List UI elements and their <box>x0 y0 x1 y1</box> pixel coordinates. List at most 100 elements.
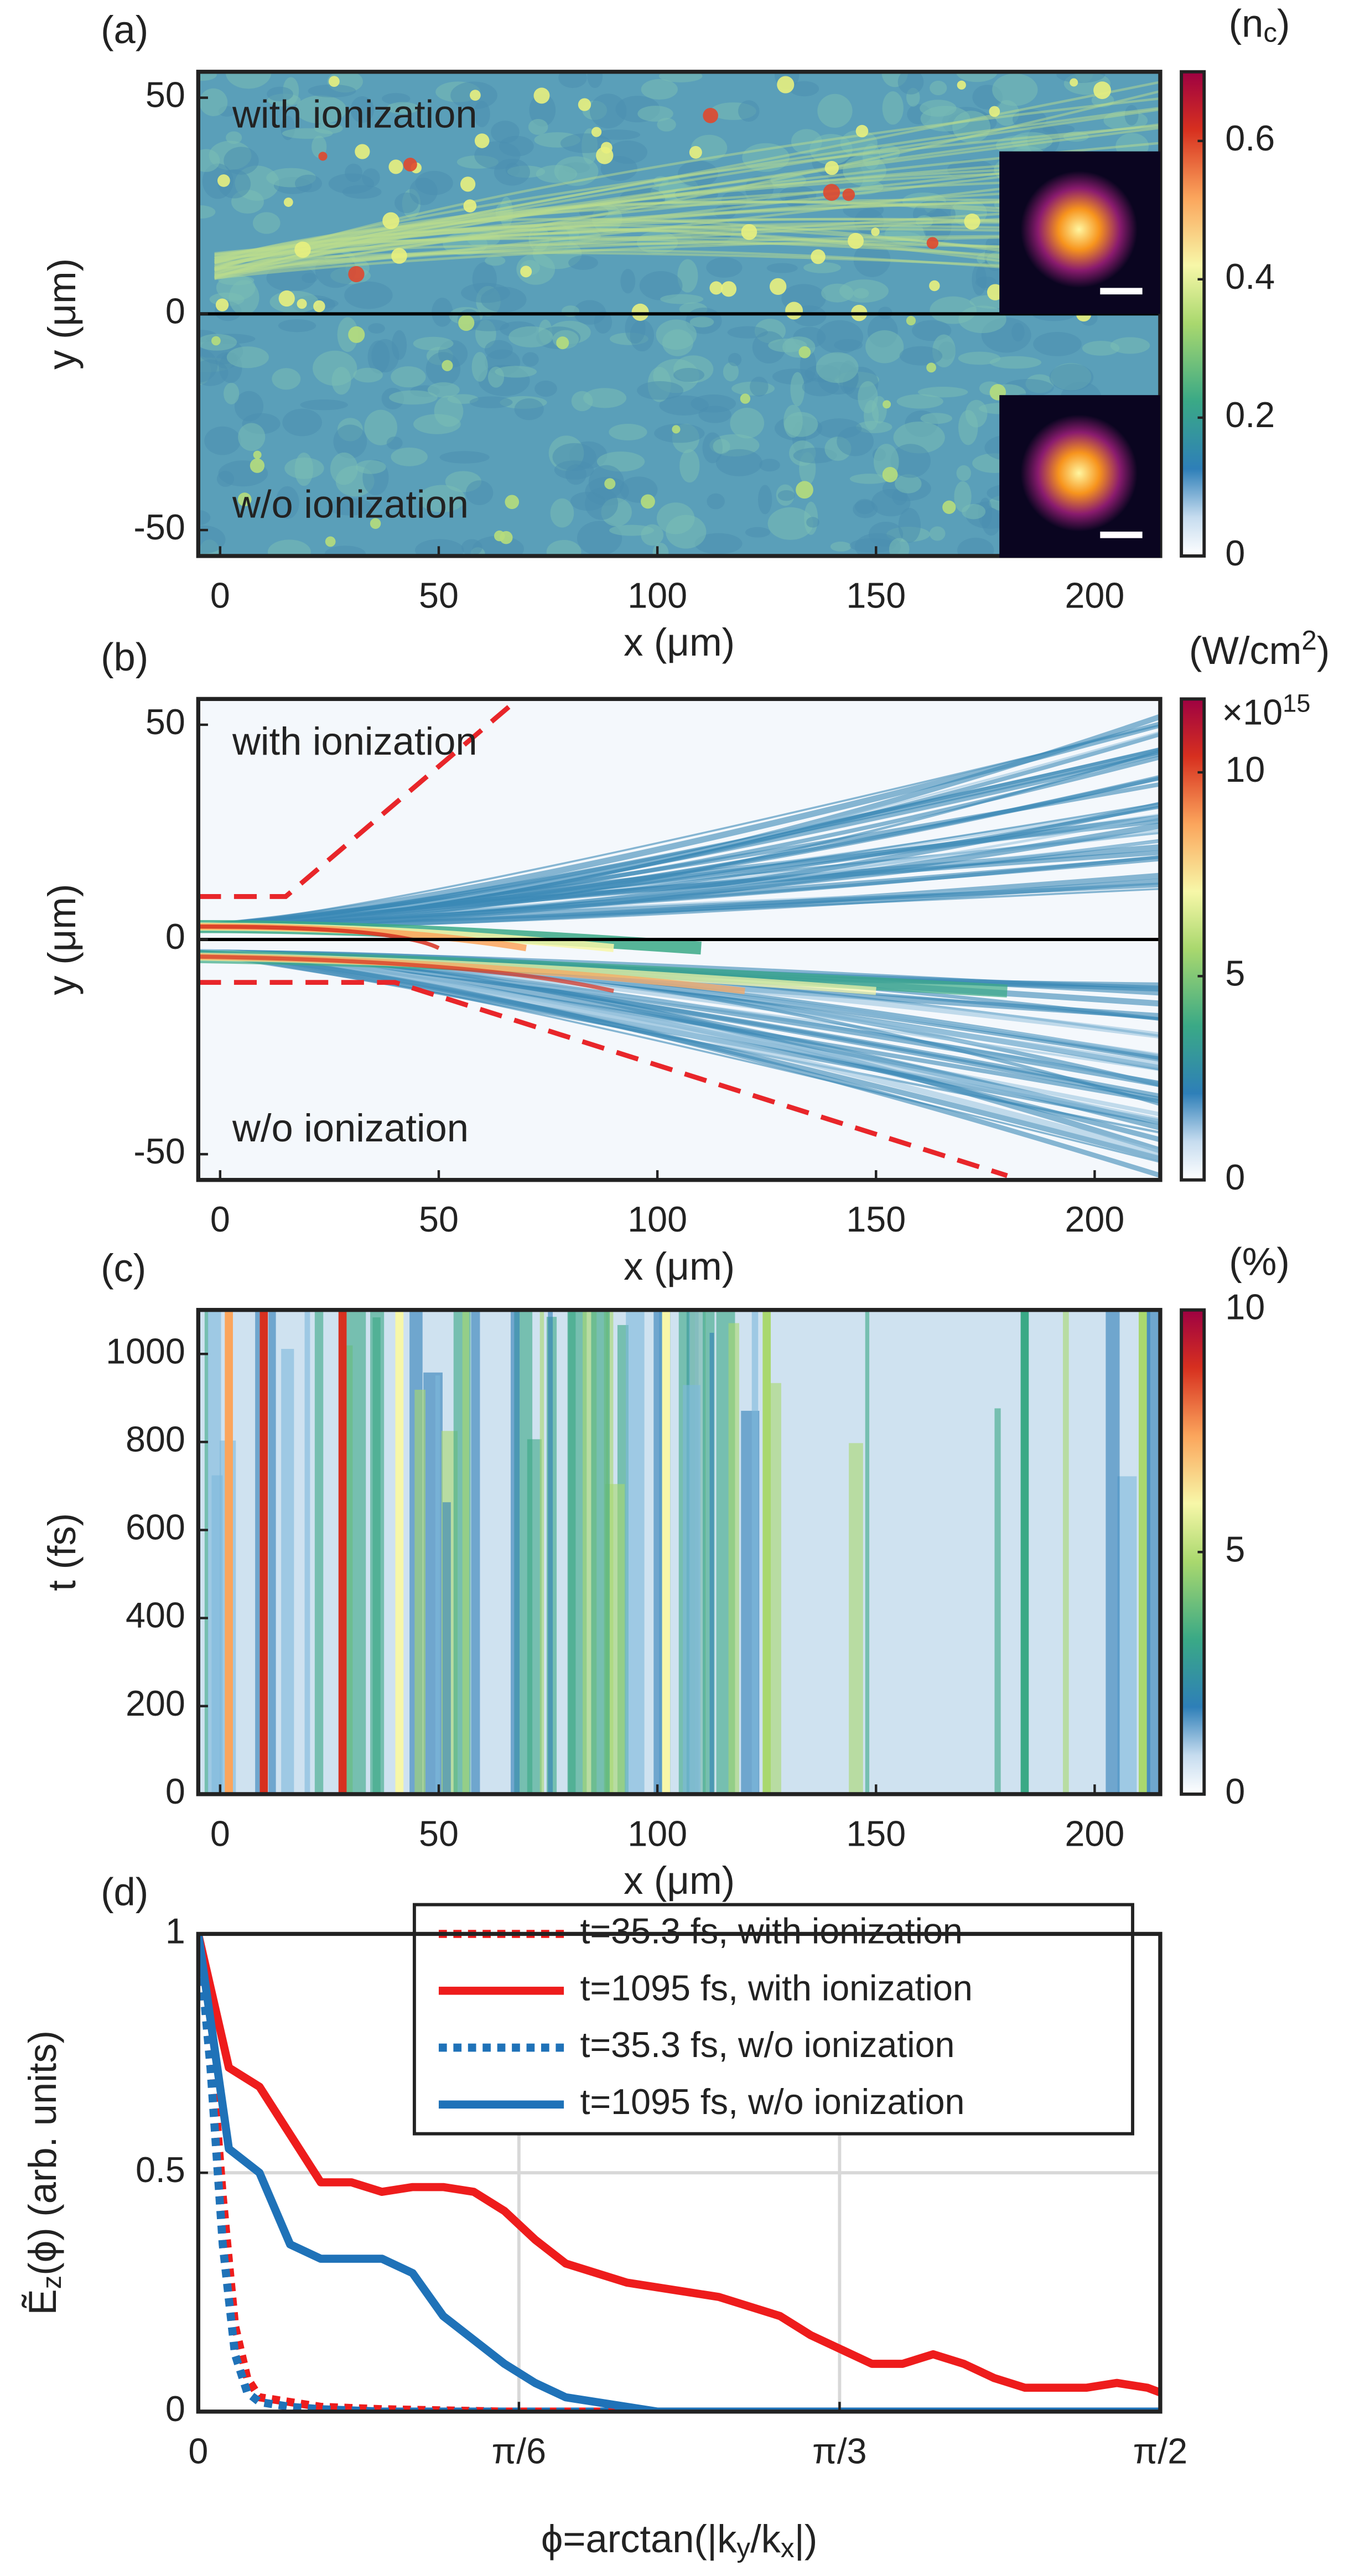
field-texture <box>609 423 647 441</box>
field-texture <box>706 257 743 278</box>
field-texture <box>956 71 998 82</box>
field-streak <box>214 169 1160 277</box>
field-texture <box>514 398 544 420</box>
field-texture <box>896 394 943 409</box>
field-texture <box>830 541 852 552</box>
y-tick-label: 50 <box>146 702 185 742</box>
field-texture <box>267 539 311 556</box>
colorbar-tick-label: 0.4 <box>1225 257 1275 297</box>
field-stripe <box>591 1310 610 1794</box>
colorbar-tick-label: 0 <box>1225 1157 1245 1197</box>
field-texture <box>849 538 896 553</box>
field-stripe <box>1020 1310 1029 1794</box>
y-tick-label: 0 <box>165 917 185 957</box>
field-texture <box>238 423 266 451</box>
field-stripe <box>225 1310 233 1794</box>
field-texture <box>461 539 482 556</box>
field-stripe <box>1117 1476 1137 1794</box>
field-texture <box>560 133 611 153</box>
field-texture <box>395 193 419 214</box>
field-texture <box>350 96 375 123</box>
field-texture <box>897 71 924 95</box>
field-stripe <box>548 1310 553 1794</box>
field-texture <box>957 537 994 556</box>
y-tick-label: 200 <box>126 1684 185 1723</box>
x-tick-label: 50 <box>419 1199 459 1239</box>
legend-label: t=1095 fs, w/o ionization <box>580 2082 964 2122</box>
colorbar-title-part: c <box>1263 17 1277 48</box>
field-stripe <box>268 1310 276 1794</box>
field-texture <box>677 259 698 293</box>
series-line <box>198 1934 1160 2397</box>
field-texture <box>198 525 226 554</box>
series-line <box>198 1934 1160 2412</box>
field-spot <box>824 160 839 175</box>
field-texture <box>529 94 556 127</box>
field-texture <box>198 205 216 219</box>
field-stripe <box>728 1323 739 1794</box>
field-texture <box>495 366 537 378</box>
field-spot <box>533 87 550 104</box>
field-spot <box>474 133 490 148</box>
field-texture <box>853 500 878 518</box>
field-texture <box>958 410 978 445</box>
field-texture <box>766 263 798 273</box>
field-texture <box>803 262 841 273</box>
field-texture <box>484 340 513 360</box>
field-spot <box>942 500 956 514</box>
field-texture <box>594 310 613 334</box>
field-spot <box>253 450 262 459</box>
field-spot <box>297 299 307 309</box>
field-texture <box>715 449 762 476</box>
colorbar <box>1180 697 1206 1182</box>
axes-frame <box>196 1307 1162 1796</box>
field-texture <box>777 490 795 501</box>
field-texture <box>368 323 385 334</box>
x-tick-label: 0 <box>210 1199 230 1239</box>
field-texture <box>816 352 859 383</box>
field-texture <box>1082 340 1120 356</box>
field-spot <box>855 124 869 138</box>
field-spot <box>329 76 340 87</box>
axes-frame <box>196 70 1162 558</box>
field-texture <box>344 281 393 309</box>
field-texture <box>882 91 904 125</box>
field-streak <box>214 155 1160 257</box>
field-texture <box>666 515 707 549</box>
field-streak <box>214 106 1160 275</box>
field-spot <box>720 281 737 297</box>
field-texture <box>895 474 922 494</box>
x-axis-label: x (μm) <box>624 1244 735 1288</box>
field-texture <box>272 368 301 390</box>
field-spot <box>283 198 293 207</box>
field-texture <box>806 517 819 528</box>
y-tick-label: 0 <box>165 1772 185 1811</box>
field-spot <box>929 280 940 292</box>
field-stripe <box>1138 1310 1147 1794</box>
field-texture <box>198 149 220 172</box>
field-texture <box>330 452 358 485</box>
field-spot <box>591 127 602 137</box>
field-spot <box>798 346 811 359</box>
legend-label: t=35.3 fs, with ionization <box>580 1911 962 1951</box>
field-spot <box>250 458 265 473</box>
field-spot <box>391 248 407 264</box>
field-spot <box>1070 78 1078 87</box>
field-streak <box>198 805 1160 928</box>
field-spot <box>499 531 513 544</box>
field-stripe <box>1106 1310 1120 1794</box>
x-tick-label: 150 <box>846 1199 906 1239</box>
field-texture <box>662 329 693 356</box>
field-texture <box>546 539 582 556</box>
x-tick-label: 0 <box>210 575 230 615</box>
field-texture <box>834 339 863 351</box>
field-texture <box>554 460 594 480</box>
field-texture <box>386 437 403 450</box>
field-texture <box>225 71 272 89</box>
field-texture <box>982 507 1001 536</box>
colorbar-tick-label: 10 <box>1225 1287 1265 1327</box>
field-texture <box>282 128 333 139</box>
x-tick-label: 200 <box>1065 575 1124 615</box>
field-texture <box>853 288 869 299</box>
axes-frame <box>196 697 1162 1182</box>
